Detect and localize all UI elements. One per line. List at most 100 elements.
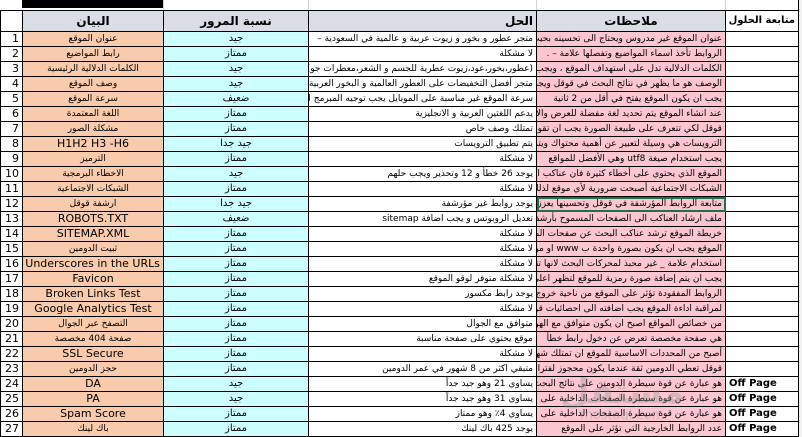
item-cell[interactable]: PA	[22, 391, 164, 407]
header-follow-up[interactable]: متابعة الحلول	[725, 10, 799, 32]
item-cell[interactable]: الكلمات الدلالية الرئيسية	[22, 61, 164, 77]
pass-rate-cell[interactable]: ممتاز	[163, 316, 309, 332]
notes-cell[interactable]: عند انشاء الموقع يتم تحديد لغة مفضلة للع…	[536, 106, 726, 122]
pass-rate-cell[interactable]: جيد	[163, 76, 309, 92]
pass-rate-cell[interactable]: ممتاز	[163, 286, 309, 302]
item-cell[interactable]: عنوان الموقع	[22, 31, 164, 47]
header-item[interactable]: البيان	[22, 10, 164, 32]
solution-cell[interactable]: موقع يحتوي على صفحة مناسبة	[308, 331, 537, 347]
row-number-cell[interactable]: 1	[0, 31, 23, 47]
follow-up-cell[interactable]	[725, 331, 799, 347]
item-cell[interactable]: حجز الدومين	[22, 361, 164, 377]
notes-cell[interactable]: قوقل تعطي الدومين ثقة عندما يكون محجوز ل…	[536, 361, 726, 377]
notes-cell[interactable]: هو عبارة عن قوة سيطرة الدومين على نتائج …	[536, 376, 726, 392]
solution-cell[interactable]: لا مشكلة	[308, 46, 537, 62]
notes-cell[interactable]: ملف ارشاد العناكب الى الصفحات المسموح بأ…	[536, 211, 726, 227]
item-cell[interactable]: H1H2 H3 -H6	[22, 136, 164, 152]
row-number-cell[interactable]: 21	[0, 331, 23, 347]
item-cell[interactable]: SSL Secure	[22, 346, 164, 362]
item-cell[interactable]: التصفح عبر الجوال	[22, 316, 164, 332]
pass-rate-cell[interactable]: ممتاز	[163, 106, 309, 122]
solution-cell[interactable]: يوجد 26 خطأ و 12 وتحذير ويجب حلهم	[308, 166, 537, 182]
follow-up-cell[interactable]	[725, 286, 799, 302]
follow-up-cell[interactable]	[725, 346, 799, 362]
notes-cell[interactable]: استخدام علامة _ غير محبذ لمحركات البحث ل…	[536, 256, 726, 272]
row-number-cell[interactable]: 27	[0, 421, 23, 437]
row-number-cell[interactable]: 15	[0, 241, 23, 257]
row-number-cell[interactable]: 6	[0, 106, 23, 122]
pass-rate-cell[interactable]: ممتاز	[163, 151, 309, 167]
pass-rate-cell[interactable]: جيد	[163, 391, 309, 407]
item-cell[interactable]: ROBOTS.TXT	[22, 211, 164, 227]
follow-up-cell[interactable]	[725, 196, 799, 212]
follow-up-cell[interactable]	[725, 316, 799, 332]
item-cell[interactable]: Broken Links Test	[22, 286, 164, 302]
pass-rate-cell[interactable]: جيد	[163, 166, 309, 182]
notes-cell[interactable]: هي صفحة مخصصة تعرض عن دخول رابط خطأ	[536, 331, 726, 347]
follow-up-cell[interactable]	[725, 256, 799, 272]
solution-cell[interactable]: يساوي 4٪ وهو ممتاز	[308, 406, 537, 422]
notes-cell[interactable]: الترويسات هي وسيلة لتعبير عن أهمية محتوا…	[536, 136, 726, 152]
follow-up-cell[interactable]: Off Page	[725, 391, 799, 407]
item-cell[interactable]: ارشفة قوقل	[22, 196, 164, 212]
row-number-cell[interactable]: 3	[0, 61, 23, 77]
item-cell[interactable]: الاخطاء البرمجية	[22, 166, 164, 182]
pass-rate-cell[interactable]: ممتاز	[163, 346, 309, 362]
follow-up-cell[interactable]	[725, 121, 799, 137]
follow-up-cell[interactable]	[725, 211, 799, 227]
follow-up-cell[interactable]	[725, 46, 799, 62]
item-cell[interactable]: الشبكات الاجتماعية	[22, 181, 164, 197]
row-number-cell[interactable]: 26	[0, 406, 23, 422]
solution-cell[interactable]: متجر أفضل التخفيضات على العطور العالمية …	[308, 76, 537, 92]
row-number-cell[interactable]: 17	[0, 271, 23, 287]
solution-cell[interactable]: تعديل الروبوتس و يجب اضافة sitemap	[308, 211, 537, 227]
row-number-cell[interactable]: 24	[0, 376, 23, 392]
row-number-cell[interactable]: 5	[0, 91, 23, 107]
pass-rate-cell[interactable]: جيد	[163, 376, 309, 392]
header-solution[interactable]: الحل	[308, 10, 537, 32]
solution-cell[interactable]: لا مشكلة	[308, 181, 537, 197]
notes-cell[interactable]: أصبح من المحددات الاساسية للموقع ان تمتل…	[536, 346, 726, 362]
pass-rate-cell[interactable]: ممتاز	[163, 181, 309, 197]
pass-rate-cell[interactable]: جيد جدا	[163, 136, 309, 152]
row-number-cell[interactable]: 8	[0, 136, 23, 152]
item-cell[interactable]: ثبيت الدومين	[22, 241, 164, 257]
follow-up-cell[interactable]	[725, 31, 799, 47]
notes-cell[interactable]: هو عبارة عن قوة سيطرة الصفحات الداخلية ع…	[536, 391, 726, 407]
solution-cell[interactable]: يتم تطبيق الترويسات	[308, 136, 537, 152]
header-number-cell[interactable]	[0, 10, 23, 32]
follow-up-cell[interactable]: Off Page	[725, 376, 799, 392]
row-number-cell[interactable]: 19	[0, 301, 23, 317]
solution-cell[interactable]: يساوي 21 وهو جيد جداً	[308, 376, 537, 392]
row-number-cell[interactable]: 23	[0, 361, 23, 377]
row-number-cell[interactable]: 22	[0, 346, 23, 362]
follow-up-cell[interactable]	[725, 181, 799, 197]
follow-up-cell[interactable]	[725, 61, 799, 77]
notes-cell[interactable]: هو عبارة عن قوة سيطرة الصفحات الداخلية ع…	[536, 406, 726, 422]
follow-up-cell[interactable]	[725, 361, 799, 377]
solution-cell[interactable]: لا مشكلة	[308, 256, 537, 272]
row-number-cell[interactable]: 12	[0, 196, 23, 212]
notes-cell[interactable]: عنوان الموقع غير مدروس ويحتاج الى تحسينه…	[536, 31, 726, 47]
pass-rate-cell[interactable]: ممتاز	[163, 271, 309, 287]
pass-rate-cell[interactable]: ممتاز	[163, 301, 309, 317]
solution-cell[interactable]: (عطور،بخور،عود،زيوت عطرية للجسم و الشعر،…	[308, 61, 537, 77]
row-number-cell[interactable]: 11	[0, 181, 23, 197]
item-cell[interactable]: سرعة الموقع	[22, 91, 164, 107]
solution-cell[interactable]: سرعة الموقع غير مناسبة على الموبايل يجب …	[308, 91, 537, 107]
notes-cell[interactable]: متابعة الروابط المؤرشفة في قوقل وتحسينها…	[536, 196, 726, 212]
pass-rate-cell[interactable]: ممتاز	[163, 256, 309, 272]
notes-cell[interactable]: لمراقبة اداءة الموقع يجب اضافته الى احصا…	[536, 301, 726, 317]
pass-rate-cell[interactable]: جيد	[163, 61, 309, 77]
notes-cell[interactable]: الكلمات الدلالية تدل على استهداف الموقع …	[536, 61, 726, 77]
solution-cell[interactable]: لا مشكلة	[308, 301, 537, 317]
row-number-cell[interactable]: 10	[0, 166, 23, 182]
follow-up-cell[interactable]	[725, 106, 799, 122]
pass-rate-cell[interactable]: ضعيف	[163, 91, 309, 107]
item-cell[interactable]: الترميز	[22, 151, 164, 167]
notes-cell[interactable]: خريطة الموقع ترشد عناكب البحث عن صفحات ا…	[536, 226, 726, 242]
item-cell[interactable]: Google Analytics Test	[22, 301, 164, 317]
notes-cell[interactable]: الموقع يجب ان يكون بصورة واحدة ب www او …	[536, 241, 726, 257]
black-filled-cell[interactable]	[22, 0, 163, 8]
follow-up-cell[interactable]	[725, 166, 799, 182]
